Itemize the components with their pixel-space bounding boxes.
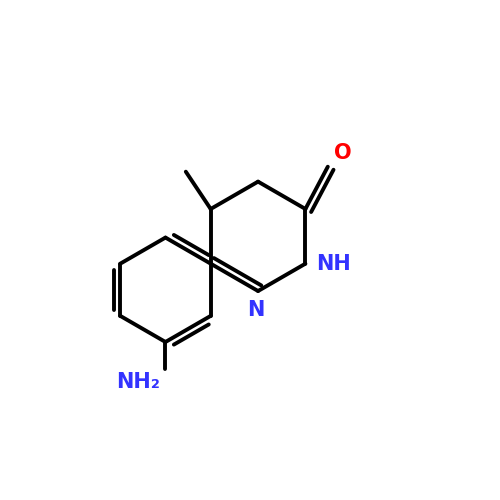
Text: N: N [247, 300, 264, 320]
Text: O: O [334, 142, 351, 163]
Text: NH: NH [316, 254, 351, 274]
Text: NH₂: NH₂ [116, 372, 160, 392]
